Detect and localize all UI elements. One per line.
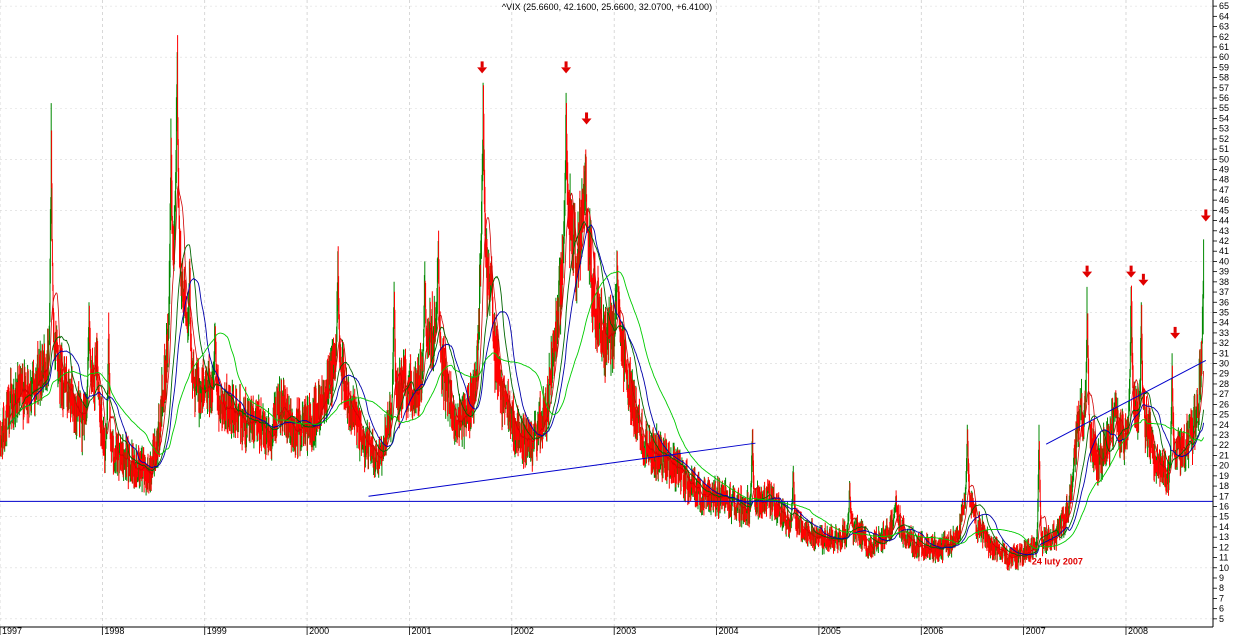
y-tick-label: 24 bbox=[1219, 420, 1229, 430]
x-tick-label: 2007 bbox=[1026, 626, 1046, 636]
x-tick-label: 1997 bbox=[2, 626, 22, 636]
y-tick-label: 61 bbox=[1219, 42, 1229, 52]
y-tick-label: 60 bbox=[1219, 52, 1229, 62]
y-tick-label: 43 bbox=[1219, 226, 1229, 236]
down-arrow-icon bbox=[1126, 265, 1137, 278]
y-tick-label: 14 bbox=[1219, 522, 1229, 532]
y-tick-label: 39 bbox=[1219, 267, 1229, 277]
y-tick-label: 8 bbox=[1219, 583, 1224, 593]
y-tick-label: 56 bbox=[1219, 93, 1229, 103]
y-tick-label: 5 bbox=[1219, 614, 1224, 624]
rising-trendline bbox=[368, 442, 756, 497]
y-tick-label: 41 bbox=[1219, 246, 1229, 256]
x-tick-label: 2006 bbox=[923, 626, 943, 636]
plot-background bbox=[0, 0, 1213, 627]
y-tick-label: 51 bbox=[1219, 144, 1229, 154]
y-tick-label: 33 bbox=[1219, 328, 1229, 338]
y-tick-label: 25 bbox=[1219, 410, 1229, 420]
y-tick-label: 27 bbox=[1219, 389, 1229, 399]
y-tick-label: 18 bbox=[1219, 481, 1229, 491]
spike-arrows bbox=[477, 61, 1211, 339]
moving-average-150 bbox=[7, 270, 1205, 550]
x-tick-label: 2008 bbox=[1128, 626, 1148, 636]
x-tick-label: 2005 bbox=[821, 626, 841, 636]
y-tick-label: 34 bbox=[1219, 318, 1229, 328]
y-tick-label: 54 bbox=[1219, 113, 1229, 123]
y-tick-label: 64 bbox=[1219, 11, 1229, 21]
y-tick-label: 53 bbox=[1219, 124, 1229, 134]
y-tick-label: 9 bbox=[1219, 573, 1224, 583]
trend-lines bbox=[0, 360, 1213, 502]
chart-title: ^VIX (25.6600, 42.1600, 25.6600, 32.0700… bbox=[502, 2, 712, 12]
y-tick-label: 44 bbox=[1219, 216, 1229, 226]
price-bars-down bbox=[0, 35, 1203, 571]
x-tick-label: 1999 bbox=[207, 626, 227, 636]
moving-average-75 bbox=[7, 224, 1205, 556]
down-arrow-icon bbox=[581, 112, 592, 125]
y-tick-label: 50 bbox=[1219, 154, 1229, 164]
y-tick-label: 36 bbox=[1219, 297, 1229, 307]
x-tick-label: 2004 bbox=[719, 626, 739, 636]
y-tick-label: 16 bbox=[1219, 502, 1229, 512]
y-tick-label: 35 bbox=[1219, 307, 1229, 317]
y-tick-label: 37 bbox=[1219, 287, 1229, 297]
down-arrow-icon bbox=[1170, 326, 1181, 339]
y-tick-label: 40 bbox=[1219, 256, 1229, 266]
grid-lines bbox=[0, 0, 1213, 627]
y-tick-label: 45 bbox=[1219, 205, 1229, 215]
y-tick-label: 31 bbox=[1219, 348, 1229, 358]
down-arrow-icon bbox=[561, 61, 572, 74]
y-tick-label: 57 bbox=[1219, 83, 1229, 93]
y-tick-label: 62 bbox=[1219, 32, 1229, 42]
moving-averages bbox=[7, 185, 1205, 559]
recent-trendline bbox=[1045, 360, 1207, 445]
y-tick-label: 63 bbox=[1219, 22, 1229, 32]
y-tick-label: 48 bbox=[1219, 175, 1229, 185]
y-tick-label: 52 bbox=[1219, 134, 1229, 144]
x-axis-ticks: 1997 1998 1999 2000 2001 2002 2003 2004 2005 2006… bbox=[0, 626, 1148, 636]
y-tick-label: 47 bbox=[1219, 185, 1229, 195]
y-tick-label: 65 bbox=[1219, 1, 1229, 11]
y-tick-label: 42 bbox=[1219, 236, 1229, 246]
y-tick-label: 21 bbox=[1219, 450, 1229, 460]
y-axis-ticks: 5678910111213141516171819202122232425262… bbox=[1213, 1, 1229, 624]
y-tick-label: 6 bbox=[1219, 604, 1224, 614]
y-tick-label: 59 bbox=[1219, 62, 1229, 72]
y-tick-label: 17 bbox=[1219, 491, 1229, 501]
x-tick-label: 2002 bbox=[514, 626, 534, 636]
down-arrow-icon bbox=[1138, 273, 1149, 286]
y-tick-label: 49 bbox=[1219, 165, 1229, 175]
y-tick-label: 13 bbox=[1219, 532, 1229, 542]
x-tick-label: 2000 bbox=[309, 626, 329, 636]
y-tick-label: 10 bbox=[1219, 563, 1229, 573]
y-tick-label: 11 bbox=[1219, 553, 1228, 563]
x-tick-label: 2001 bbox=[411, 626, 431, 636]
y-tick-label: 12 bbox=[1219, 542, 1229, 552]
y-tick-label: 26 bbox=[1219, 399, 1229, 409]
y-tick-label: 55 bbox=[1219, 103, 1229, 113]
down-arrow-icon bbox=[1200, 209, 1211, 222]
x-tick-label: 1998 bbox=[104, 626, 124, 636]
y-tick-label: 32 bbox=[1219, 338, 1229, 348]
y-tick-label: 19 bbox=[1219, 471, 1229, 481]
down-arrow-icon bbox=[477, 61, 488, 74]
y-tick-label: 58 bbox=[1219, 73, 1229, 83]
y-tick-label: 29 bbox=[1219, 369, 1229, 379]
annotation-24-luty-2007: 24 luty 2007 bbox=[1032, 557, 1083, 567]
y-tick-label: 15 bbox=[1219, 512, 1229, 522]
moving-average-20 bbox=[7, 185, 1204, 559]
down-arrow-icon bbox=[1082, 265, 1093, 278]
moving-average-50 bbox=[7, 221, 1205, 557]
x-tick-label: 2003 bbox=[616, 626, 636, 636]
y-tick-label: 23 bbox=[1219, 430, 1229, 440]
y-tick-label: 30 bbox=[1219, 359, 1229, 369]
y-tick-label: 46 bbox=[1219, 195, 1229, 205]
y-tick-label: 28 bbox=[1219, 379, 1229, 389]
y-tick-label: 22 bbox=[1219, 440, 1229, 450]
y-tick-label: 7 bbox=[1219, 593, 1224, 603]
y-tick-label: 20 bbox=[1219, 461, 1229, 471]
y-tick-label: 38 bbox=[1219, 277, 1229, 287]
